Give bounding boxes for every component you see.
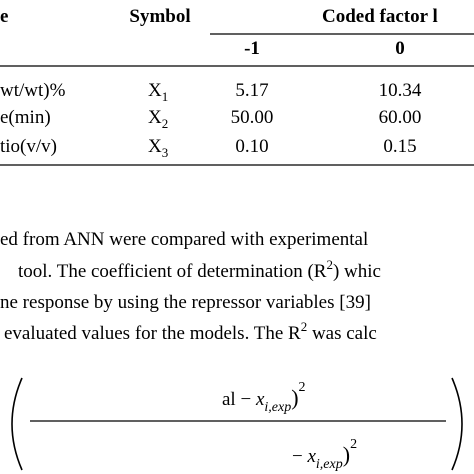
header-cell: e [0, 6, 8, 27]
variable-cell: tio(v/v) [0, 136, 57, 157]
level-cell: 50.00 [231, 107, 274, 128]
paragraph-line: ne response by using the repressor varia… [0, 292, 371, 313]
text-run: ) whic [333, 261, 381, 282]
header-cell: Coded factor l [322, 6, 438, 27]
formula-right-paren [451, 377, 463, 471]
level-cell: 60.00 [379, 107, 422, 128]
symbol-base: X [148, 136, 162, 157]
paragraph-line: evaluated values for the models. The R2 … [4, 319, 377, 344]
variable-cell: wt/wt)% [0, 80, 66, 101]
formula-text: al − [222, 389, 256, 410]
text-run: evaluated values for the models. The R [4, 323, 301, 344]
symbol-sub: 2 [162, 116, 169, 131]
level-cell: 0.15 [383, 136, 416, 157]
formula-var: x [255, 389, 265, 410]
symbol-base: X [148, 80, 162, 101]
formula-var: x [306, 446, 316, 467]
text-run: tool. The coefficient of determination (… [18, 261, 327, 282]
text-run: ne response by using the repressor varia… [0, 292, 371, 313]
variable-cell: e(min) [0, 107, 51, 128]
level-cell: 5.17 [235, 80, 268, 101]
superscript: 2 [301, 319, 308, 334]
numerator: al − xi,exp)2 [222, 380, 306, 415]
paragraph-line: ed from ANN were compared with experimen… [0, 229, 368, 250]
symbol-sub: 3 [162, 145, 169, 160]
subheader-cell: -1 [244, 38, 260, 59]
superscript: 2 [326, 257, 333, 272]
formula-close: ) [291, 385, 298, 410]
formula-text: − [292, 446, 307, 467]
text-run: was calc [307, 323, 377, 344]
level-cell: 10.34 [379, 80, 422, 101]
formula-sub: i,exp [264, 400, 291, 415]
symbol-base: X [148, 107, 162, 128]
denominator: − xi,exp)2 [292, 437, 357, 472]
formula-sup: 2 [350, 437, 357, 452]
paragraph-line: tool. The coefficient of determination (… [18, 257, 381, 282]
subheader-cell: 0 [395, 38, 405, 59]
formula-left-paren [11, 377, 23, 471]
level-cell: 0.10 [235, 136, 268, 157]
symbol-sub: 1 [162, 89, 169, 104]
symbol-cell: X3 [148, 136, 168, 160]
header-cell: Symbol [129, 6, 190, 27]
formula-close: ) [343, 442, 350, 467]
formula-sub: i,exp [316, 457, 343, 472]
formula-sup: 2 [299, 380, 306, 395]
text-run: ed from ANN were compared with experimen… [0, 229, 368, 250]
symbol-cell: X2 [148, 107, 168, 131]
symbol-cell: X1 [148, 80, 168, 104]
